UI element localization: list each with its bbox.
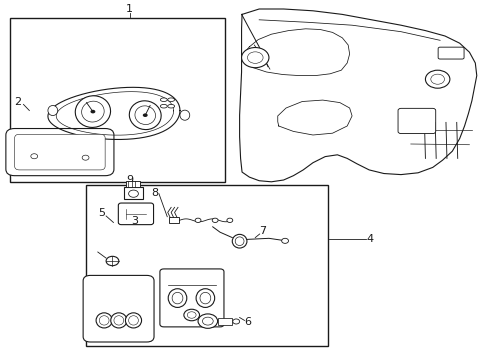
Polygon shape <box>239 9 476 182</box>
Circle shape <box>226 218 232 222</box>
Circle shape <box>198 314 217 328</box>
Ellipse shape <box>96 313 112 328</box>
Text: 8: 8 <box>151 188 158 198</box>
Ellipse shape <box>200 292 210 304</box>
Ellipse shape <box>160 98 167 102</box>
FancyBboxPatch shape <box>160 269 224 327</box>
Circle shape <box>106 256 119 266</box>
Bar <box>125 181 140 187</box>
Polygon shape <box>246 29 349 76</box>
Circle shape <box>82 155 89 160</box>
Circle shape <box>212 218 218 222</box>
Circle shape <box>247 52 263 63</box>
Ellipse shape <box>81 101 104 122</box>
Ellipse shape <box>168 289 186 307</box>
Ellipse shape <box>110 313 127 328</box>
Ellipse shape <box>48 105 58 116</box>
Ellipse shape <box>167 104 174 108</box>
Bar <box>85 185 327 346</box>
Ellipse shape <box>128 316 138 325</box>
Circle shape <box>142 113 147 117</box>
Ellipse shape <box>114 316 123 325</box>
Text: 9: 9 <box>126 175 133 185</box>
Ellipse shape <box>172 292 183 304</box>
Ellipse shape <box>235 237 244 246</box>
Circle shape <box>232 319 239 324</box>
Circle shape <box>31 154 38 159</box>
Ellipse shape <box>196 289 214 307</box>
Ellipse shape <box>75 96 110 127</box>
Ellipse shape <box>180 110 189 120</box>
Circle shape <box>425 70 449 88</box>
Text: 1: 1 <box>126 4 133 14</box>
Polygon shape <box>277 100 351 135</box>
Text: 6: 6 <box>244 317 251 327</box>
Bar <box>123 187 143 199</box>
FancyBboxPatch shape <box>397 108 435 134</box>
Ellipse shape <box>167 98 174 102</box>
Bar <box>217 318 232 325</box>
Text: 3: 3 <box>131 216 138 226</box>
Circle shape <box>195 218 201 222</box>
Circle shape <box>241 48 268 68</box>
FancyBboxPatch shape <box>83 275 154 342</box>
Circle shape <box>202 317 213 325</box>
Ellipse shape <box>135 106 155 125</box>
Bar <box>168 217 179 223</box>
FancyBboxPatch shape <box>15 134 105 170</box>
Circle shape <box>187 312 196 318</box>
Circle shape <box>430 74 444 84</box>
Circle shape <box>90 110 95 113</box>
FancyBboxPatch shape <box>6 129 114 176</box>
Bar <box>10 18 224 182</box>
Ellipse shape <box>232 234 246 248</box>
Text: 7: 7 <box>259 226 265 236</box>
Ellipse shape <box>129 101 161 130</box>
FancyBboxPatch shape <box>437 47 463 59</box>
Ellipse shape <box>160 104 167 108</box>
Text: 2: 2 <box>14 96 21 107</box>
Circle shape <box>183 309 199 321</box>
Text: 5: 5 <box>98 208 104 218</box>
Text: 4: 4 <box>366 234 373 244</box>
Ellipse shape <box>125 313 142 328</box>
FancyBboxPatch shape <box>118 203 153 225</box>
Ellipse shape <box>99 316 109 325</box>
Circle shape <box>281 238 288 243</box>
Circle shape <box>128 190 138 197</box>
